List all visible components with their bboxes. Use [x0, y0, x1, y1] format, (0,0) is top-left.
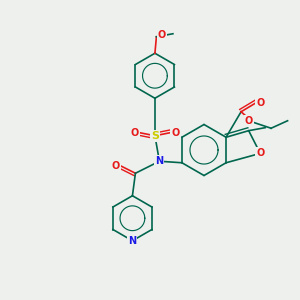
Text: O: O	[245, 116, 253, 126]
Text: S: S	[151, 131, 159, 141]
Text: O: O	[171, 128, 179, 138]
Text: O: O	[256, 98, 265, 108]
Text: O: O	[256, 148, 264, 158]
Text: O: O	[112, 161, 120, 171]
Text: O: O	[130, 128, 139, 138]
Text: N: N	[155, 156, 164, 166]
Text: N: N	[128, 236, 136, 246]
Text: O: O	[158, 30, 166, 40]
